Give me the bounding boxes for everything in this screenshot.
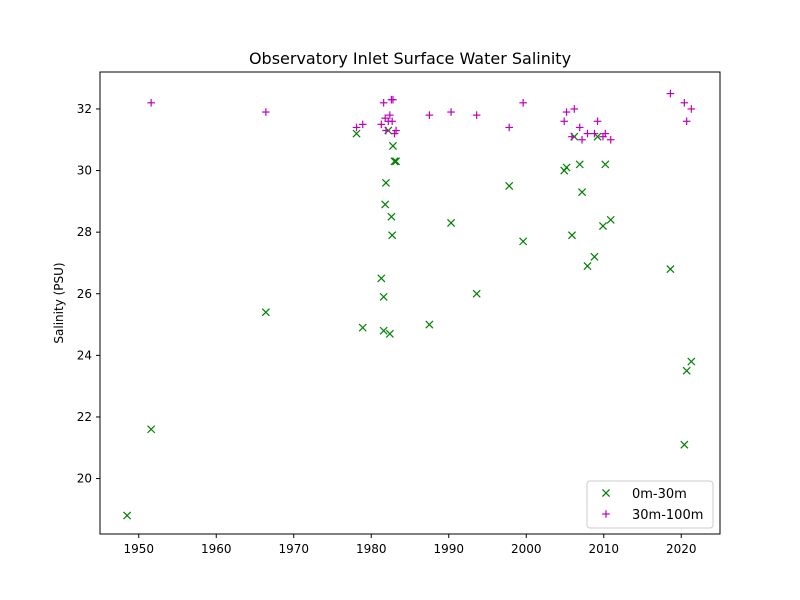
data-point xyxy=(575,160,584,169)
data-point xyxy=(570,105,579,113)
legend: 0m-30m 30m-100m xyxy=(586,480,714,529)
data-point xyxy=(505,123,513,132)
legend-entry: 30m-100m xyxy=(602,508,703,523)
plot-frame xyxy=(99,71,721,535)
data-point xyxy=(392,126,400,135)
data-point xyxy=(425,320,434,329)
y-tick-label: 30 xyxy=(77,164,92,178)
data-point xyxy=(606,215,615,224)
y-tick-label: 24 xyxy=(77,348,92,362)
legend-label: 30m-100m xyxy=(632,508,703,523)
data-point xyxy=(606,135,615,144)
x-axis: 1950 1960 1970 1980 1990 2000 2010 2020 xyxy=(123,534,697,556)
legend-marker xyxy=(602,510,610,518)
data-point xyxy=(379,292,388,301)
data-point xyxy=(666,89,675,98)
y-tick-label: 32 xyxy=(77,102,92,116)
data-point xyxy=(505,181,514,190)
data-point xyxy=(147,425,156,434)
x-tick-label: 2020 xyxy=(666,542,697,556)
data-point xyxy=(352,123,361,132)
data-point xyxy=(390,157,399,166)
data-point xyxy=(601,160,610,169)
points-layer xyxy=(123,89,696,520)
data-point xyxy=(567,231,576,240)
data-point xyxy=(666,265,675,274)
legend-marker xyxy=(601,488,611,498)
data-point xyxy=(447,218,456,227)
data-point xyxy=(568,132,576,141)
data-point xyxy=(519,237,528,246)
data-point xyxy=(379,326,388,335)
data-point xyxy=(392,157,401,166)
x-tick-label: 2010 xyxy=(588,542,619,556)
data-point xyxy=(379,99,388,107)
data-point xyxy=(425,111,434,119)
y-tick-label: 20 xyxy=(77,472,92,486)
legend-entries: 0m-30m 30m-100m xyxy=(601,487,703,523)
data-point xyxy=(381,178,390,187)
data-point xyxy=(583,262,592,271)
data-point xyxy=(385,329,394,338)
data-point xyxy=(682,117,691,126)
data-point xyxy=(388,141,397,150)
data-point xyxy=(680,99,689,107)
chart-title: Observatory Inlet Surface Water Salinity xyxy=(249,49,571,68)
data-point xyxy=(123,511,132,520)
data-point xyxy=(472,111,481,119)
data-point xyxy=(147,99,155,107)
y-tick-label: 26 xyxy=(77,287,92,301)
data-point xyxy=(593,117,602,126)
data-point xyxy=(687,105,696,113)
data-point xyxy=(687,357,696,366)
legend-entry: 0m-30m xyxy=(601,487,687,502)
y-axis-label: Salinity (PSU) xyxy=(52,262,66,343)
x-tick-label: 1970 xyxy=(278,542,309,556)
data-point xyxy=(377,120,386,129)
data-point xyxy=(388,231,397,240)
data-point xyxy=(389,95,397,104)
data-point xyxy=(519,99,527,107)
data-point xyxy=(680,440,689,449)
data-point xyxy=(590,129,599,138)
y-tick-label: 22 xyxy=(77,410,92,424)
data-point xyxy=(352,129,361,138)
data-point xyxy=(472,289,481,298)
data-point xyxy=(358,323,367,332)
data-point xyxy=(387,212,396,221)
data-point xyxy=(262,108,270,116)
data-point xyxy=(388,117,396,126)
series-0m-30m xyxy=(123,126,696,520)
data-point xyxy=(358,120,367,129)
data-point xyxy=(560,117,569,126)
data-point xyxy=(261,308,270,317)
data-point xyxy=(377,274,386,283)
legend-label: 0m-30m xyxy=(632,487,687,502)
data-point xyxy=(382,126,390,135)
legend-box xyxy=(586,480,714,529)
data-point xyxy=(578,135,586,144)
data-point xyxy=(562,108,571,116)
x-tick-label: 1960 xyxy=(201,542,232,556)
data-point xyxy=(381,200,390,209)
y-axis: 20 22 24 26 28 30 32 xyxy=(77,102,100,486)
x-tick-label: 1950 xyxy=(123,542,154,556)
data-point xyxy=(575,123,584,132)
data-point xyxy=(598,221,607,231)
data-point xyxy=(583,129,592,138)
x-tick-label: 2000 xyxy=(511,542,542,556)
data-point xyxy=(578,188,587,197)
series-30m-100m xyxy=(147,89,696,144)
x-tick-label: 1980 xyxy=(356,542,387,556)
data-point xyxy=(447,108,455,116)
x-tick-label: 1990 xyxy=(433,542,464,556)
data-point xyxy=(593,132,602,141)
data-point xyxy=(682,366,691,375)
data-point xyxy=(386,111,394,119)
data-point xyxy=(590,252,599,261)
y-tick-label: 28 xyxy=(77,225,92,239)
data-point xyxy=(562,163,571,172)
data-point xyxy=(601,129,610,138)
